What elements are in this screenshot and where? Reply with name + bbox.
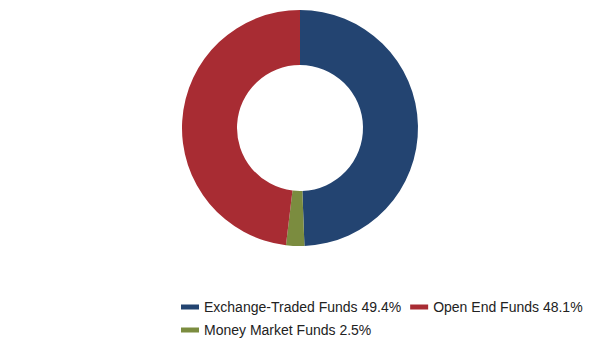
svg-text:Open End Funds 48.1%: Open End Funds 48.1% <box>433 299 582 315</box>
svg-text:Money Market Funds 2.5%: Money Market Funds 2.5% <box>204 322 371 338</box>
svg-text:Exchange-Traded Funds 49.4%: Exchange-Traded Funds 49.4% <box>204 299 401 315</box>
